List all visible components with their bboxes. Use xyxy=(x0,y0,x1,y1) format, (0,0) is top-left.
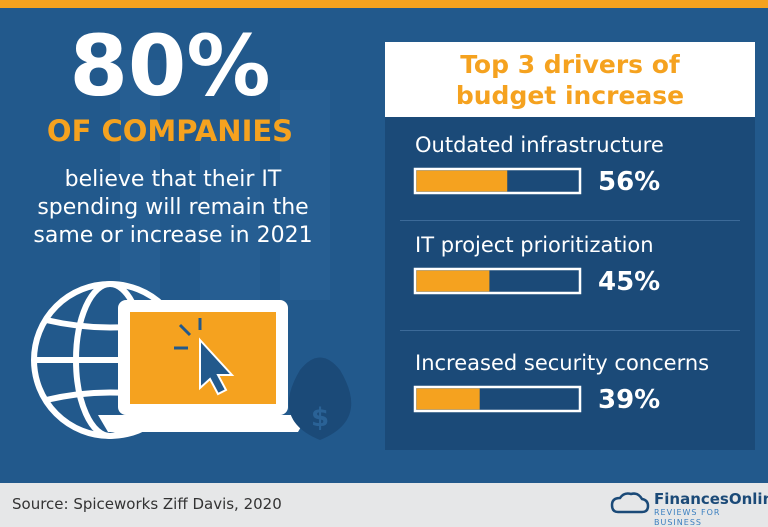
separator xyxy=(400,330,740,331)
progress-bar xyxy=(413,385,582,413)
headline-text: believe that their IT spending will rema… xyxy=(33,167,313,248)
source: Source: Spiceworks Ziff Davis, 2020 xyxy=(12,495,282,513)
bar-fill xyxy=(416,270,490,292)
driver-label: Outdated infrastructure xyxy=(415,133,664,157)
headline-value: 80% xyxy=(69,17,271,115)
driver-value: 39% xyxy=(598,385,661,415)
logo-icon xyxy=(610,492,650,514)
laptop-icon xyxy=(98,300,308,432)
driver-label: Increased security concerns xyxy=(415,351,710,375)
bar-fill xyxy=(416,388,480,410)
tagline: REVIEWS FOR BUSINESS xyxy=(654,508,721,527)
decoration: $ xyxy=(31,281,352,440)
svg-text:$: $ xyxy=(311,403,329,433)
panel-title-text: Top 3 drivers of budget increase xyxy=(455,49,685,110)
bar-fill xyxy=(416,170,508,192)
separator xyxy=(400,220,740,221)
logo: FinancesOnline xyxy=(654,490,768,508)
headline-subtitle: OF COMPANIES xyxy=(46,114,294,148)
money-bag-icon: $ xyxy=(288,357,352,440)
driver-label: IT project prioritization xyxy=(415,233,654,257)
footer xyxy=(0,483,768,527)
driver-value: 45% xyxy=(598,267,661,297)
panel-title: Top 3 drivers of budget increase xyxy=(385,42,755,117)
progress-bar xyxy=(413,167,582,195)
driver-value: 56% xyxy=(598,167,661,197)
top-bar xyxy=(0,0,768,8)
progress-bar xyxy=(413,267,582,295)
